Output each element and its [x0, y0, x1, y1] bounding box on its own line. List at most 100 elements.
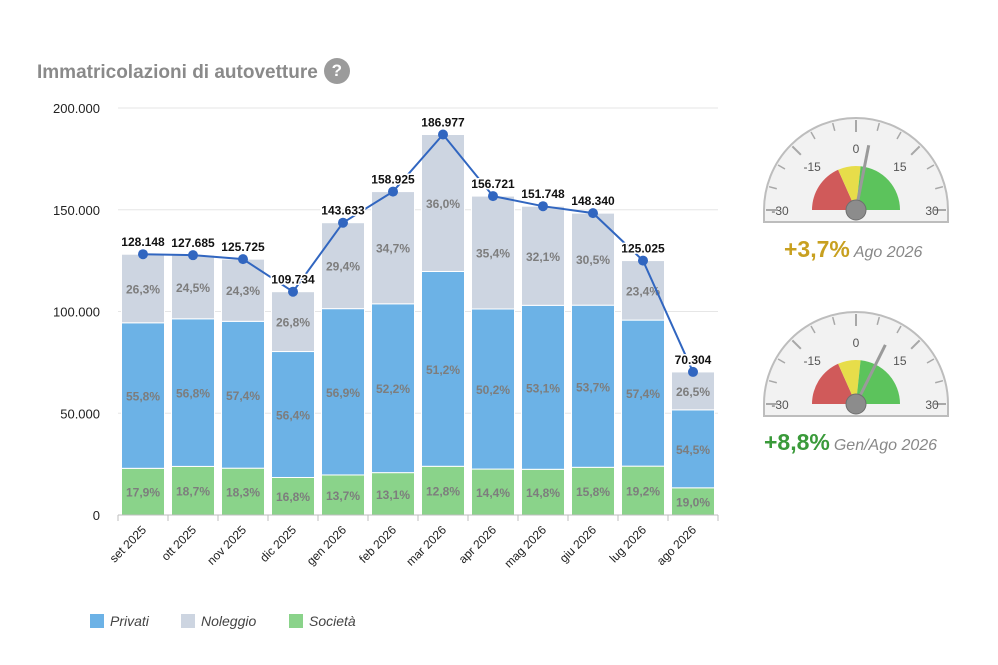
- total-point[interactable]: [488, 191, 498, 202]
- total-point[interactable]: [138, 249, 148, 260]
- gauge-tick-label: 30: [925, 398, 939, 412]
- gauge-tick: [935, 185, 944, 190]
- bar-percent-label: 53,1%: [526, 381, 560, 395]
- gauge-tick: [896, 325, 902, 334]
- bar-percent-label: 32,1%: [526, 250, 560, 264]
- gauge-ytd-value: +8,8%: [764, 429, 830, 455]
- gauge-hub: [845, 199, 867, 221]
- legend-item-societa[interactable]: Società: [289, 613, 356, 629]
- y-tick-label: 200.000: [53, 101, 100, 116]
- bar-percent-label: 56,4%: [276, 409, 310, 423]
- y-tick-label: 50.000: [60, 406, 100, 421]
- gauge-tick: [926, 358, 935, 364]
- total-label: 158.925: [371, 173, 415, 187]
- total-point[interactable]: [438, 129, 448, 140]
- bar-percent-label: 18,7%: [176, 485, 210, 499]
- bar-percent-label: 57,4%: [626, 387, 660, 401]
- bar-noleggio[interactable]: [371, 191, 415, 305]
- bar-percent-label: 13,1%: [376, 488, 410, 502]
- bar-noleggio[interactable]: [471, 195, 515, 310]
- total-label: 125.025: [621, 242, 665, 256]
- gauge-tick: [810, 325, 816, 334]
- bar-noleggio[interactable]: [321, 222, 365, 310]
- x-tick-label: lug 2026: [607, 523, 650, 566]
- bar-privati[interactable]: [121, 322, 165, 469]
- grid: [118, 107, 718, 414]
- bar-percent-label: 26,3%: [126, 283, 160, 297]
- legend-label-societa: Società: [309, 613, 356, 629]
- total-point[interactable]: [638, 255, 648, 266]
- gauge-ytd-period: Gen/Ago 2026: [833, 437, 938, 454]
- bar-societa[interactable]: [621, 465, 665, 516]
- bar-noleggio[interactable]: [271, 291, 315, 353]
- bar-privati[interactable]: [571, 304, 615, 468]
- bar-percent-label: 54,5%: [676, 443, 710, 457]
- bar-noleggio[interactable]: [671, 371, 715, 411]
- total-point[interactable]: [588, 208, 598, 219]
- bar-noleggio[interactable]: [521, 205, 565, 306]
- bar-percent-label: 19,0%: [676, 495, 710, 509]
- x-tick-label: mar 2026: [403, 523, 449, 569]
- bar-percent-label: 23,4%: [626, 284, 660, 298]
- bar-societa[interactable]: [521, 468, 565, 516]
- bar-privati[interactable]: [521, 304, 565, 470]
- y-tick-label: 150.000: [53, 203, 100, 218]
- total-point[interactable]: [688, 366, 698, 377]
- gauge-tick: [926, 164, 935, 170]
- bar-percent-label: 26,8%: [276, 316, 310, 330]
- bar-noleggio[interactable]: [171, 254, 215, 320]
- total-label: 148.340: [571, 194, 615, 208]
- bar-privati[interactable]: [171, 318, 215, 467]
- gauge-tick: [768, 379, 777, 384]
- gauge-tick-label: 0: [853, 142, 860, 156]
- gauge-tick: [791, 145, 802, 156]
- total-label: 186.977: [421, 116, 465, 130]
- total-point[interactable]: [238, 254, 248, 265]
- gauge-tick: [768, 185, 777, 190]
- bar-societa[interactable]: [471, 468, 515, 516]
- bar-percent-label: 14,4%: [476, 486, 510, 500]
- bar-privati[interactable]: [371, 303, 415, 474]
- total-label: 127.685: [171, 236, 215, 250]
- total-point[interactable]: [388, 186, 398, 197]
- bar-societa[interactable]: [421, 465, 465, 516]
- total-point[interactable]: [288, 286, 298, 297]
- legend-item-noleggio[interactable]: Noleggio: [181, 613, 256, 629]
- bar-privati[interactable]: [221, 320, 265, 469]
- bar-percent-label: 53,7%: [576, 380, 610, 394]
- bar-percent-label: 36,0%: [426, 197, 460, 211]
- total-label: 128.148: [121, 235, 165, 249]
- gauge-tick-label: 0: [853, 336, 860, 350]
- x-tick-label: giu 2026: [557, 523, 600, 566]
- bar-privati[interactable]: [421, 270, 465, 467]
- legend-item-privati[interactable]: Privati: [90, 613, 149, 629]
- bar-percent-label: 24,3%: [226, 284, 260, 298]
- total-point[interactable]: [188, 250, 198, 261]
- total-point[interactable]: [538, 201, 548, 212]
- bar-percent-label: 29,4%: [326, 260, 360, 274]
- total-line-path: [142, 132, 694, 373]
- gauge-tick-label: 30: [925, 204, 939, 218]
- bar-privati[interactable]: [671, 409, 715, 489]
- bar-percent-label: 56,9%: [326, 386, 360, 400]
- bar-noleggio[interactable]: [421, 134, 465, 272]
- y-tick-label: 0: [93, 508, 100, 523]
- total-label: 109.734: [271, 273, 315, 287]
- bar-societa[interactable]: [571, 466, 615, 516]
- bar-percent-label: 51,2%: [426, 363, 460, 377]
- gauge-band: [838, 166, 861, 210]
- gauge-ytd-caption: +8,8% Gen/Ago 2026: [764, 429, 937, 456]
- gauge-ytd: -30 -15 0 15 30: [763, 311, 949, 417]
- gauge-tick: [777, 164, 786, 170]
- bar-privati[interactable]: [321, 308, 365, 476]
- total-label: 125.725: [221, 240, 265, 254]
- bar-societa[interactable]: [371, 472, 415, 516]
- gauge-tick: [791, 339, 802, 350]
- gauge-tick: [910, 145, 921, 156]
- x-tick-label: nov 2025: [204, 523, 249, 568]
- bar-privati[interactable]: [471, 308, 515, 470]
- help-icon[interactable]: ?: [323, 58, 350, 84]
- total-point[interactable]: [338, 217, 348, 228]
- gauge-month-caption: +3,7% Ago 2026: [784, 236, 922, 263]
